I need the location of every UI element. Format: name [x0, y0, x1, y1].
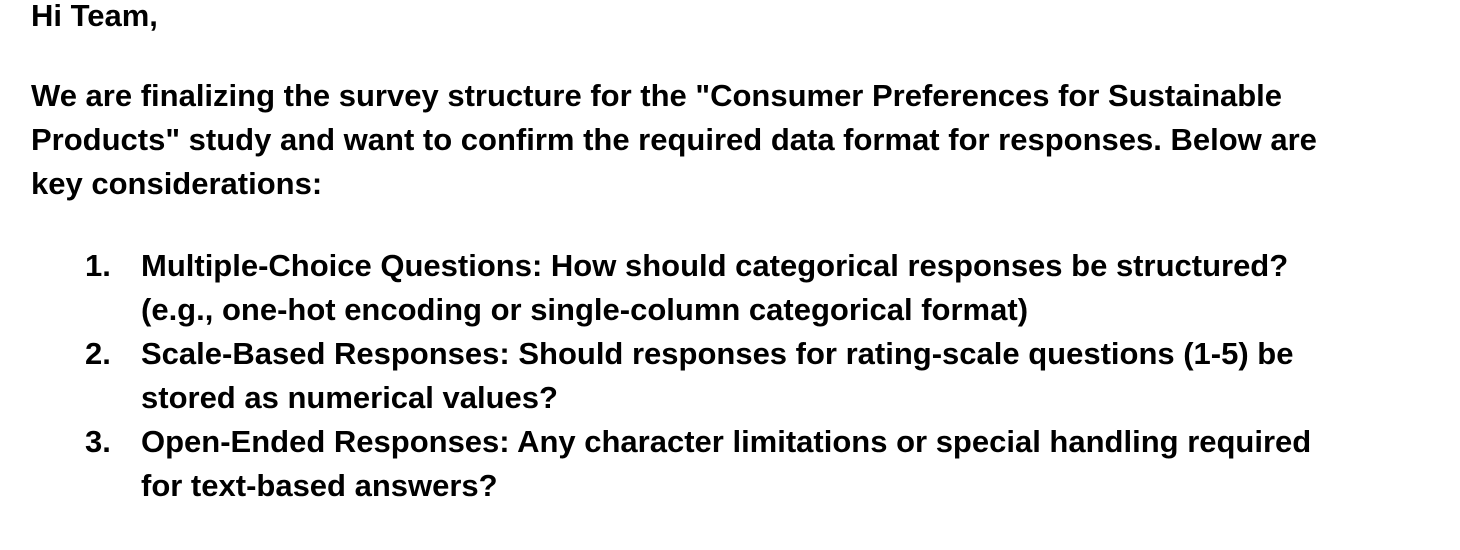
intro-line: We are finalizing the survey structure f…	[31, 78, 1283, 113]
considerations-list: 1. Multiple-Choice Questions: How should…	[31, 244, 1311, 508]
intro-line: Products" study and want to confirm the …	[31, 122, 1317, 157]
list-item-line: stored as numerical values?	[141, 380, 558, 415]
intro-line: key considerations:	[31, 166, 323, 201]
list-item: 1. Multiple-Choice Questions: How should…	[31, 244, 1311, 332]
greeting: Hi Team,	[31, 0, 158, 33]
list-item: 2. Scale-Based Responses: Should respons…	[31, 332, 1311, 420]
list-item-number: 1.	[85, 248, 111, 283]
list-item-line: Scale-Based Responses: Should responses …	[141, 336, 1294, 371]
list-item-line: (e.g., one-hot encoding or single-column…	[141, 292, 1029, 327]
list-item-line: Open-Ended Responses: Any character limi…	[141, 424, 1312, 459]
intro-paragraph: We are finalizing the survey structure f…	[31, 74, 1317, 206]
list-item-line: Multiple-Choice Questions: How should ca…	[141, 248, 1289, 283]
list-item-number: 2.	[85, 336, 111, 371]
list-item-line: for text-based answers?	[141, 468, 498, 503]
list-item-number: 3.	[85, 424, 111, 459]
list-item: 3. Open-Ended Responses: Any character l…	[31, 420, 1311, 508]
